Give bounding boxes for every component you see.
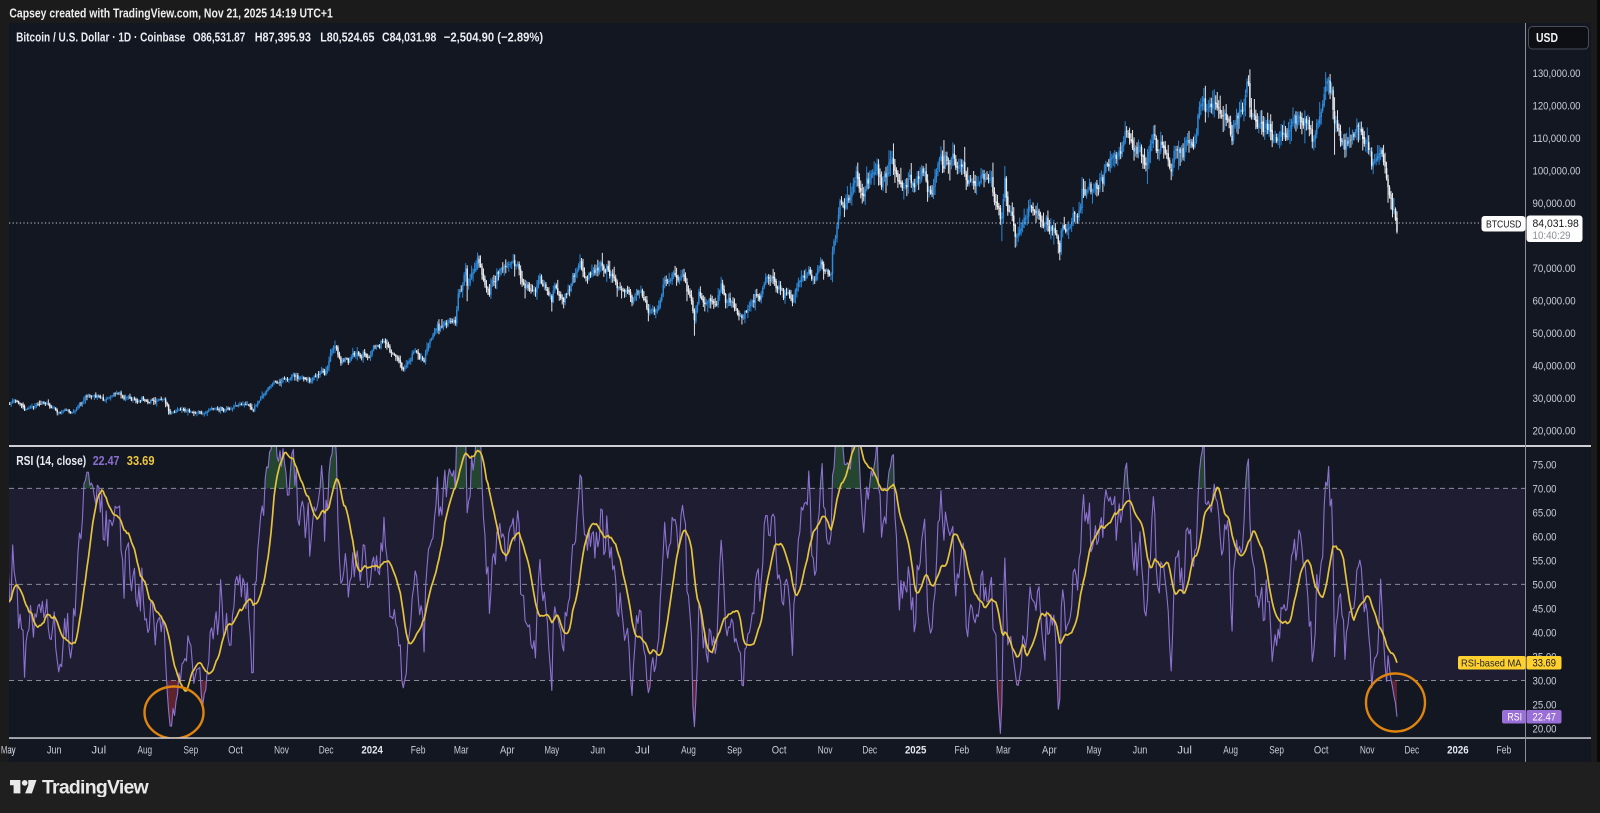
svg-text:Feb: Feb bbox=[954, 744, 969, 756]
svg-text:H87,395.93: H87,395.93 bbox=[255, 30, 311, 45]
svg-text:2026: 2026 bbox=[1447, 744, 1469, 756]
svg-text:10:40:29: 10:40:29 bbox=[1533, 230, 1571, 242]
svg-text:Feb: Feb bbox=[411, 744, 426, 756]
svg-text:40.00: 40.00 bbox=[1533, 628, 1557, 640]
svg-text:60.00: 60.00 bbox=[1533, 532, 1557, 544]
svg-text:TradingView: TradingView bbox=[42, 780, 150, 797]
svg-text:L80,524.65: L80,524.65 bbox=[320, 30, 374, 45]
svg-text:Feb: Feb bbox=[1497, 744, 1512, 756]
svg-text:130,000.00: 130,000.00 bbox=[1533, 68, 1581, 80]
svg-text:50.00: 50.00 bbox=[1533, 580, 1557, 592]
svg-text:Jul: Jul bbox=[1177, 744, 1192, 756]
svg-text:RSI: RSI bbox=[1508, 712, 1523, 724]
svg-text:RSI (14, close): RSI (14, close) bbox=[16, 453, 86, 468]
svg-text:22.47: 22.47 bbox=[93, 453, 120, 468]
svg-text:20,000.00: 20,000.00 bbox=[1533, 425, 1576, 437]
svg-text:45.00: 45.00 bbox=[1533, 604, 1557, 616]
svg-text:C84,031.98: C84,031.98 bbox=[382, 30, 436, 45]
svg-text:2024: 2024 bbox=[361, 744, 383, 756]
svg-text:Aug: Aug bbox=[137, 744, 152, 756]
svg-text:110,000.00: 110,000.00 bbox=[1533, 133, 1581, 145]
svg-text:100,000.00: 100,000.00 bbox=[1533, 166, 1581, 178]
svg-text:90,000.00: 90,000.00 bbox=[1533, 198, 1576, 210]
svg-text:20.00: 20.00 bbox=[1533, 724, 1557, 736]
svg-text:30.00: 30.00 bbox=[1533, 676, 1557, 688]
svg-text:USD: USD bbox=[1536, 30, 1558, 45]
svg-text:Sep: Sep bbox=[1269, 744, 1284, 756]
svg-text:May: May bbox=[544, 744, 559, 756]
svg-text:Bitcoin / U.S. Dollar · 1D · C: Bitcoin / U.S. Dollar · 1D · Coinbase bbox=[16, 30, 185, 45]
svg-text:2025: 2025 bbox=[905, 744, 927, 756]
svg-text:Oct: Oct bbox=[1314, 744, 1329, 756]
svg-text:Jul: Jul bbox=[91, 744, 106, 756]
svg-text:Nov: Nov bbox=[818, 744, 833, 756]
svg-text:Dec: Dec bbox=[862, 744, 877, 756]
svg-text:40,000.00: 40,000.00 bbox=[1533, 360, 1576, 372]
svg-text:RSI-based MA: RSI-based MA bbox=[1461, 658, 1522, 670]
svg-text:25.00: 25.00 bbox=[1533, 700, 1557, 712]
svg-text:22.47: 22.47 bbox=[1533, 712, 1556, 724]
svg-text:Sep: Sep bbox=[727, 744, 742, 756]
svg-text:70,000.00: 70,000.00 bbox=[1533, 263, 1576, 275]
svg-text:Dec: Dec bbox=[1404, 744, 1419, 756]
svg-text:Mar: Mar bbox=[996, 744, 1011, 756]
svg-text:May: May bbox=[1087, 744, 1102, 756]
svg-text:70.00: 70.00 bbox=[1533, 484, 1557, 496]
svg-text:120,000.00: 120,000.00 bbox=[1533, 101, 1581, 113]
svg-text:Sep: Sep bbox=[184, 744, 199, 756]
svg-text:Apr: Apr bbox=[500, 744, 515, 756]
svg-text:33.69: 33.69 bbox=[127, 453, 155, 468]
svg-text:−2,504.90 (−2.89%): −2,504.90 (−2.89%) bbox=[444, 30, 543, 45]
svg-text:Aug: Aug bbox=[681, 744, 696, 756]
svg-text:Oct: Oct bbox=[228, 744, 243, 756]
svg-text:Capsey created with TradingVie: Capsey created with TradingView.com, Nov… bbox=[9, 6, 332, 21]
svg-text:55.00: 55.00 bbox=[1533, 556, 1557, 568]
svg-text:Nov: Nov bbox=[274, 744, 289, 756]
svg-text:Jul: Jul bbox=[635, 744, 650, 756]
svg-text:33.69: 33.69 bbox=[1533, 658, 1556, 670]
svg-text:Mar: Mar bbox=[454, 744, 469, 756]
svg-text:Jun: Jun bbox=[1133, 744, 1148, 756]
svg-text:Jun: Jun bbox=[591, 744, 606, 756]
svg-text:O86,531.87: O86,531.87 bbox=[193, 30, 245, 45]
svg-text:65.00: 65.00 bbox=[1533, 508, 1557, 520]
svg-text:Aug: Aug bbox=[1223, 744, 1238, 756]
svg-text:60,000.00: 60,000.00 bbox=[1533, 295, 1576, 307]
svg-text:84,031.98: 84,031.98 bbox=[1533, 218, 1579, 230]
svg-text:Nov: Nov bbox=[1360, 744, 1375, 756]
svg-text:50,000.00: 50,000.00 bbox=[1533, 328, 1576, 340]
svg-text:30,000.00: 30,000.00 bbox=[1533, 393, 1576, 405]
svg-text:Dec: Dec bbox=[319, 744, 334, 756]
svg-text:Jun: Jun bbox=[47, 744, 62, 756]
svg-text:Oct: Oct bbox=[772, 744, 787, 756]
svg-text:Apr: Apr bbox=[1042, 744, 1057, 756]
svg-text:75.00: 75.00 bbox=[1533, 460, 1557, 472]
svg-text:May: May bbox=[1, 744, 16, 756]
svg-text:BTCUSD: BTCUSD bbox=[1486, 219, 1522, 231]
